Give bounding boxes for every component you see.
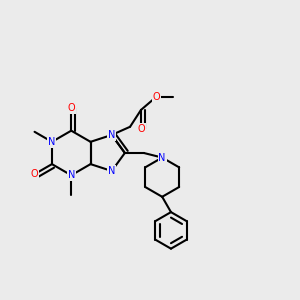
- Text: N: N: [48, 137, 56, 147]
- Text: N: N: [108, 130, 116, 140]
- Text: O: O: [68, 103, 75, 113]
- Text: N: N: [108, 166, 116, 176]
- Text: N: N: [158, 153, 166, 163]
- Text: O: O: [31, 169, 38, 179]
- Text: N: N: [68, 170, 75, 180]
- Text: O: O: [153, 92, 160, 102]
- Text: O: O: [137, 124, 145, 134]
